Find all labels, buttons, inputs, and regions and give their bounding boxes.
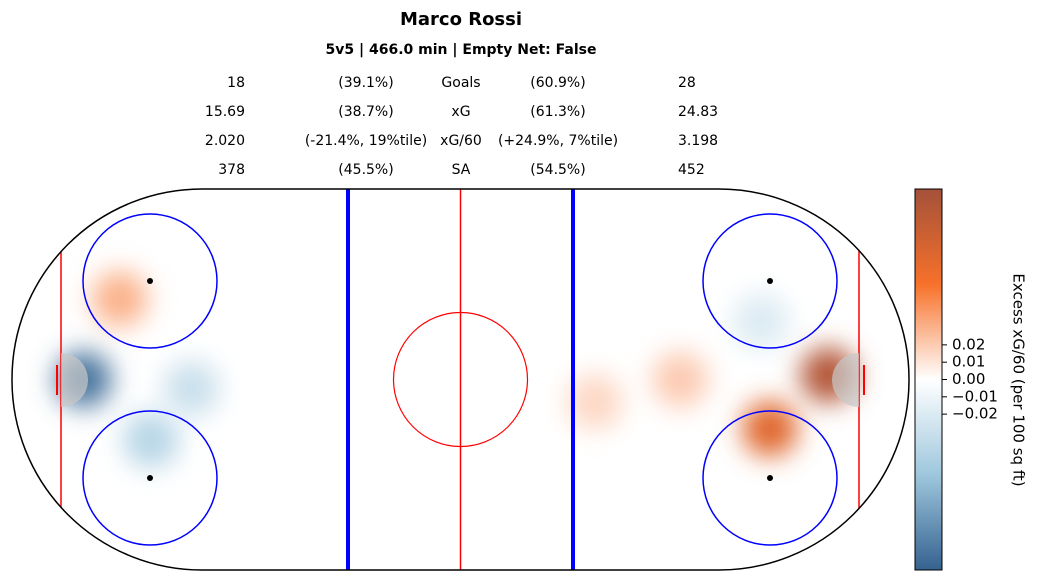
crease (61, 353, 88, 407)
stat-cell: (61.3%) (530, 104, 585, 120)
faceoff-dot (147, 475, 153, 481)
colorbar-tick-label: −0.02 (952, 405, 998, 423)
colorbar-tick-label: 0.00 (952, 370, 985, 388)
colorbar-label: Excess xG/60 (per 100 sq ft) (1010, 273, 1028, 486)
heatmap (55, 270, 857, 469)
rink-boards (11, 188, 910, 571)
faceoff-circle (702, 410, 838, 546)
heat-cell (163, 360, 220, 417)
stat-cell: (+24.9%, 7%tile) (498, 133, 618, 149)
heat-cell (652, 351, 709, 408)
stat-cell: (-21.4%, 19%tile) (305, 133, 427, 149)
faceoff-circle (702, 213, 838, 349)
stat-cell: 24.83 (678, 104, 718, 120)
chart-title: Marco Rossi (400, 9, 522, 30)
stat-cell: Goals (441, 75, 480, 91)
colorbar-tick-label: 0.01 (952, 353, 985, 371)
heat-cell (123, 412, 180, 469)
faceoff-dot (767, 475, 773, 481)
colorbar-tick-label: −0.01 (952, 387, 998, 405)
stat-cell: 378 (218, 162, 245, 178)
faceoff-circle (82, 213, 218, 349)
crease (832, 353, 859, 407)
chart-subtitle: 5v5 | 466.0 min | Empty Net: False (326, 42, 597, 58)
stat-cell: 18 (227, 75, 245, 91)
faceoff-dot (767, 278, 773, 284)
stat-cell: xG/60 (440, 133, 482, 149)
heat-cell (91, 270, 148, 327)
heat-cell (741, 400, 798, 457)
stat-cell: (45.5%) (338, 162, 393, 178)
faceoff-dot (147, 278, 153, 284)
stat-cell: SA (452, 162, 471, 178)
heat-cell (732, 293, 789, 350)
stat-cell: (39.1%) (338, 75, 393, 91)
stat-cell: 2.020 (205, 133, 245, 149)
stat-cell: 28 (678, 75, 696, 91)
center-circle (392, 311, 529, 448)
heat-cell (567, 373, 624, 430)
stat-cell: (38.7%) (338, 104, 393, 120)
stat-cell: xG (451, 104, 470, 120)
stat-cell: 3.198 (678, 133, 718, 149)
stat-cell: (54.5%) (530, 162, 585, 178)
stat-cell: 15.69 (205, 104, 245, 120)
colorbar-tick-label: 0.02 (952, 335, 985, 353)
stat-cell: (60.9%) (530, 75, 585, 91)
stat-cell: 452 (678, 162, 705, 178)
colorbar (914, 188, 943, 571)
rink (11, 188, 910, 571)
faceoff-circle (82, 410, 218, 546)
